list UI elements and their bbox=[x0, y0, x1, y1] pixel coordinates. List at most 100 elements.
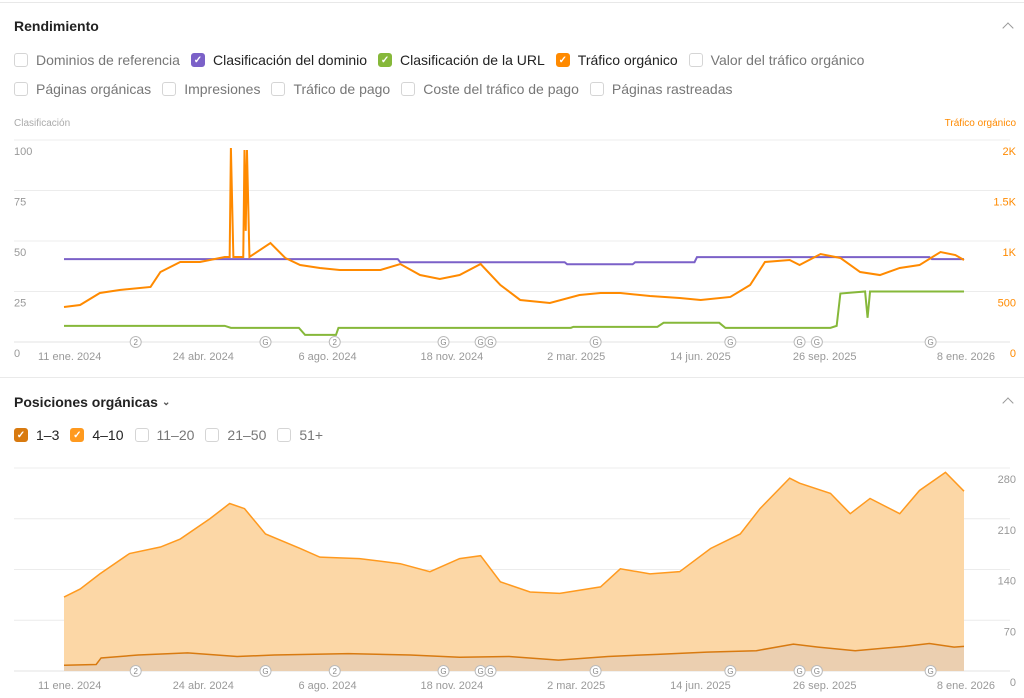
checkbox-impresiones[interactable]: Impresiones bbox=[162, 81, 260, 97]
checkbox-empty-icon bbox=[589, 82, 604, 96]
checkbox-empty-icon bbox=[277, 428, 292, 442]
google-update-icon: G bbox=[262, 338, 268, 347]
top-divider bbox=[0, 2, 1024, 3]
checkbox-dominios-de-referencia[interactable]: Dominios de referencia bbox=[14, 52, 180, 68]
organic-positions-title: Posiciones orgánicas bbox=[14, 394, 158, 410]
checkbox-empty-icon bbox=[14, 53, 28, 67]
collapse-performance-icon[interactable] bbox=[1002, 22, 1014, 34]
left-axis-title: Clasificación bbox=[14, 118, 71, 129]
organic-positions-title-dropdown[interactable]: Posiciones orgánicas ⌄ bbox=[14, 394, 170, 410]
checkbox-empty-icon bbox=[134, 428, 149, 442]
x-tick-label: 11 ene. 2024 bbox=[38, 680, 101, 692]
google-update-icon: G bbox=[814, 667, 820, 676]
checkbox-21-50[interactable]: 21–50 bbox=[205, 427, 266, 443]
y-right-tick: 500 bbox=[998, 298, 1016, 310]
y-left-tick: 75 bbox=[14, 197, 26, 209]
positions-chart[interactable]: 0 70 140 210 280 11 ene. 2024 24 abr. 2024 6 ag… bbox=[0, 460, 1024, 698]
y-left-tick: 25 bbox=[14, 298, 26, 310]
series-line-clasificaci-n-de-la-url bbox=[64, 290, 964, 336]
checkbox-empty-icon bbox=[688, 53, 703, 67]
checkbox-4-10[interactable]: ✓ 4–10 bbox=[70, 427, 124, 443]
checkbox-label: Clasificación del dominio bbox=[212, 52, 368, 68]
checkbox-coste-del-tráfico-de-pago[interactable]: Coste del tráfico de pago bbox=[401, 81, 579, 97]
annotation-marker bbox=[259, 336, 272, 348]
performance-chart[interactable]: 0 0 500 25 1K 50 1.5K 75 2K 100 11 ene. 2024 24 abr… bbox=[0, 130, 1024, 370]
annotation-count: 2 bbox=[333, 338, 338, 347]
annotation-marker bbox=[259, 665, 272, 677]
annotation-marker bbox=[810, 665, 823, 677]
annotation-marker bbox=[437, 336, 450, 348]
checkbox-label: Páginas rastreadas bbox=[611, 81, 733, 97]
google-update-icon: G bbox=[440, 667, 446, 676]
x-tick-label: 26 sep. 2025 bbox=[793, 680, 857, 692]
checkbox-checked-icon: ✓ bbox=[70, 428, 85, 442]
x-tick-label: 2 mar. 2025 bbox=[547, 680, 605, 692]
y-right-tick: 1K bbox=[1003, 247, 1017, 259]
y-right-tick: 2K bbox=[1003, 146, 1017, 158]
annotation-marker bbox=[129, 665, 142, 677]
x-tick-label: 14 jun. 2025 bbox=[670, 351, 731, 363]
series-line-clasificaci-n-del-dominio bbox=[64, 256, 964, 266]
annotation-marker bbox=[724, 665, 737, 677]
y-right-tick: 0 bbox=[1010, 348, 1016, 360]
google-update-icon: G bbox=[592, 667, 598, 676]
series-line-1-3 bbox=[63, 642, 965, 666]
checkbox-tráfico-de-pago[interactable]: Tráfico de pago bbox=[271, 81, 390, 97]
google-update-icon: G bbox=[478, 667, 484, 676]
annotation-marker bbox=[484, 336, 497, 348]
x-tick-label: 8 ene. 2026 bbox=[937, 351, 995, 363]
checkbox-11-20[interactable]: 11–20 bbox=[134, 427, 195, 443]
google-update-icon: G bbox=[262, 667, 268, 676]
checkbox-label: 4–10 bbox=[92, 427, 124, 443]
x-tick-label: 14 jun. 2025 bbox=[670, 680, 731, 692]
y-right-tick: 70 bbox=[1004, 626, 1016, 638]
collapse-positions-icon[interactable] bbox=[1002, 397, 1014, 409]
x-tick-label: 24 abr. 2024 bbox=[173, 680, 234, 692]
series-line-tr-fico-org-nico bbox=[63, 147, 965, 308]
checkbox-checked-icon: ✓ bbox=[378, 53, 393, 67]
checkbox-label: Páginas orgánicas bbox=[36, 81, 152, 97]
checkbox-51-[interactable]: 51+ bbox=[277, 427, 323, 443]
google-update-icon: G bbox=[487, 338, 493, 347]
y-right-tick: 0 bbox=[1010, 677, 1016, 689]
checkbox-empty-icon bbox=[162, 82, 177, 96]
checkbox-label: 11–20 bbox=[156, 427, 195, 443]
y-right-tick: 1.5K bbox=[993, 197, 1016, 209]
x-tick-label: 2 mar. 2025 bbox=[547, 351, 605, 363]
annotation-marker bbox=[793, 665, 806, 677]
checkbox-label: Dominios de referencia bbox=[36, 52, 180, 68]
checkbox-label: Tráfico orgánico bbox=[577, 52, 678, 68]
annotation-marker bbox=[589, 665, 602, 677]
checkbox-label: 1–3 bbox=[36, 427, 60, 443]
checkbox-empty-icon bbox=[271, 82, 286, 96]
annotation-marker bbox=[328, 665, 341, 677]
annotation-marker bbox=[484, 665, 497, 677]
annotation-marker bbox=[589, 336, 602, 348]
x-tick-label: 26 sep. 2025 bbox=[793, 351, 857, 363]
y-right-tick: 280 bbox=[998, 474, 1016, 486]
y-right-tick: 140 bbox=[998, 576, 1016, 588]
chevron-down-icon: ⌄ bbox=[161, 396, 171, 408]
x-tick-label: 18 nov. 2024 bbox=[420, 680, 483, 692]
google-update-icon: G bbox=[478, 338, 484, 347]
performance-metrics-row-2: Páginas orgánicas Impresiones Tráfico de p… bbox=[14, 81, 744, 97]
checkbox-valor-del-tráfico-orgánico[interactable]: Valor del tráfico orgánico bbox=[688, 52, 864, 68]
checkbox-1-3[interactable]: ✓ 1–3 bbox=[14, 427, 59, 443]
performance-title: Rendimiento bbox=[14, 18, 99, 34]
section-divider bbox=[0, 377, 1024, 378]
google-update-icon: G bbox=[727, 667, 733, 676]
checkbox-clasificación-de-la-url[interactable]: ✓ Clasificación de la URL bbox=[378, 52, 545, 68]
checkbox-checked-icon: ✓ bbox=[190, 53, 205, 67]
y-left-tick: 0 bbox=[14, 348, 20, 360]
checkbox-tráfico-orgánico[interactable]: ✓ Tráfico orgánico bbox=[555, 52, 678, 68]
checkbox-páginas-orgánicas[interactable]: Páginas orgánicas bbox=[14, 81, 151, 97]
annotation-marker bbox=[924, 336, 937, 348]
x-tick-label: 24 abr. 2024 bbox=[173, 351, 234, 363]
x-tick-label: 8 ene. 2026 bbox=[937, 680, 995, 692]
checkbox-clasificación-del-dominio[interactable]: ✓ Clasificación del dominio bbox=[190, 52, 368, 68]
checkbox-páginas-rastreadas[interactable]: Páginas rastreadas bbox=[589, 81, 733, 97]
annotation-marker bbox=[810, 336, 823, 348]
series-line-4-10-stacked-total- bbox=[63, 471, 965, 598]
checkbox-label: Coste del tráfico de pago bbox=[423, 81, 579, 97]
checkbox-checked-icon: ✓ bbox=[14, 428, 28, 442]
